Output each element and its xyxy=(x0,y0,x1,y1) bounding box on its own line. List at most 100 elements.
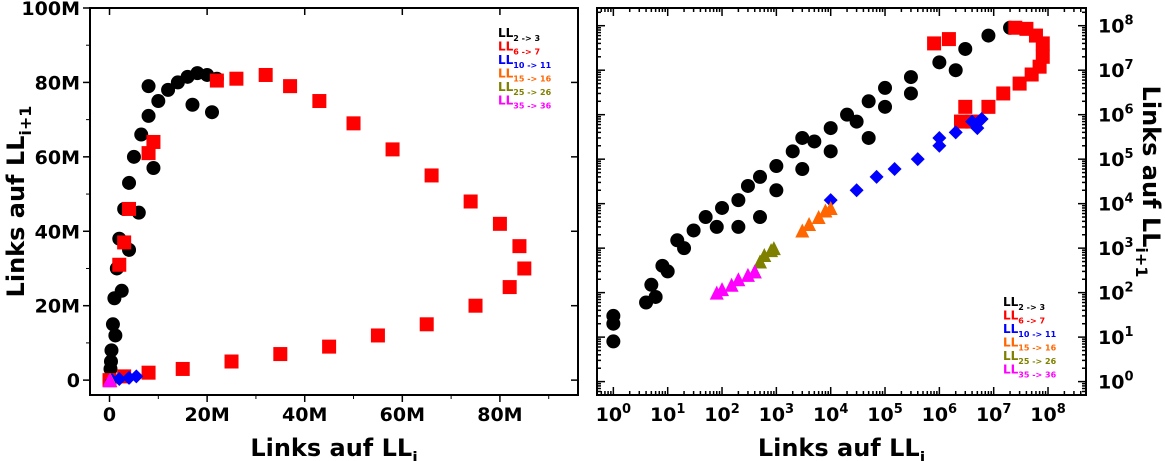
y-tick-label: 100M xyxy=(21,0,80,20)
data-point xyxy=(273,347,288,362)
x-tick-label: 103 xyxy=(759,402,795,426)
legend-entry-5-sub: 25 -> 26 xyxy=(1018,357,1056,366)
data-point xyxy=(757,248,772,263)
data-point xyxy=(981,99,996,114)
y-tick-label: 100 xyxy=(1098,370,1134,394)
legend-entry-2-sub: 6 -> 7 xyxy=(513,48,540,57)
legend-entry-1-main: LL xyxy=(498,26,514,40)
y-tick-exponent: 5 xyxy=(1124,147,1133,162)
data-point xyxy=(129,369,144,384)
y-tick-label: 104 xyxy=(1098,192,1134,216)
y-tick-base: 10 xyxy=(1098,149,1124,171)
y-tick-base: 10 xyxy=(1098,238,1124,260)
x-tick-label: 105 xyxy=(867,402,903,426)
data-point xyxy=(927,36,942,51)
plot-frame xyxy=(89,7,579,396)
data-point xyxy=(424,168,439,183)
y-tick-exponent: 6 xyxy=(1124,103,1133,118)
data-point xyxy=(122,201,137,216)
x-tick-label: 106 xyxy=(922,402,958,426)
y-tick-base: 10 xyxy=(1098,16,1124,38)
y-tick-label: 80M xyxy=(35,72,80,94)
x-tick-label-main: 10 xyxy=(759,404,785,426)
data-point xyxy=(849,183,864,198)
y-tick-exponent: 3 xyxy=(1124,236,1133,251)
data-point xyxy=(948,63,963,78)
data-point xyxy=(492,216,507,231)
y-tick-base: 10 xyxy=(1098,327,1124,349)
legend-entry-1-sub: 2 -> 3 xyxy=(1018,303,1045,312)
data-point xyxy=(715,282,730,297)
y-tick-exponent: 0 xyxy=(1124,370,1133,385)
x-tick-label: 101 xyxy=(650,402,686,426)
y-axis-label-main: Links auf LL xyxy=(1137,86,1165,248)
data-point xyxy=(606,334,621,349)
chart-2: 100 101 102 103 104 105 106 107 1081001011021031… xyxy=(596,7,1165,461)
data-point xyxy=(463,194,478,209)
x-tick-exponent: 4 xyxy=(839,402,848,417)
data-point xyxy=(209,73,224,88)
y-axis-label-sub: i+1 xyxy=(16,106,35,136)
y-tick-base: 10 xyxy=(1098,194,1124,216)
legend-entry-3-main: LL xyxy=(498,53,514,67)
legend-entry-2: LL6 -> 7 xyxy=(498,40,540,57)
x-tick-label-main: 10 xyxy=(650,404,676,426)
x-tick-exponent: 2 xyxy=(731,402,740,417)
data-point xyxy=(103,354,118,369)
x-tick-label: 0 xyxy=(103,404,116,426)
x-axis-label: Links auf LLi xyxy=(250,434,417,461)
y-tick-base: 10 xyxy=(1098,283,1124,305)
y-tick-base: 10 xyxy=(1098,105,1124,127)
legend-entry-4: LL15 -> 16 xyxy=(1003,336,1057,353)
legend-entry-4-main: LL xyxy=(498,67,514,81)
y-tick-label: 108 xyxy=(1098,14,1134,38)
data-point xyxy=(766,241,781,256)
data-point xyxy=(932,55,947,70)
series-1-2-3 xyxy=(606,20,1018,349)
y-axis-label-sub: i+1 xyxy=(1132,247,1151,277)
series-4-15-16 xyxy=(795,200,838,238)
legend-entry-2-main: LL xyxy=(1003,309,1019,323)
x-tick-label: 107 xyxy=(976,402,1012,426)
legend-entry-6-sub: 35 -> 36 xyxy=(513,102,551,111)
y-tick-exponent: 7 xyxy=(1124,58,1133,73)
y-tick-label: 105 xyxy=(1098,147,1134,171)
data-point xyxy=(747,264,762,279)
data-point xyxy=(953,114,968,129)
legend-entry-2-main: LL xyxy=(498,40,514,54)
data-point xyxy=(103,373,118,388)
x-tick-exponent: 5 xyxy=(894,402,903,417)
data-point xyxy=(823,121,838,136)
x-axis-label-main: Links auf LL xyxy=(250,434,412,461)
y-axis-label: Links auf LLi+1 xyxy=(1132,86,1165,278)
data-point xyxy=(151,94,166,109)
x-tick-label: 20M xyxy=(184,404,229,426)
data-point xyxy=(715,200,730,215)
chart-1: 0 20M 40M 60M 80M 0 20M 40M 60M 80M 100M Links auf … xyxy=(2,0,579,461)
legend-entry-5-main: LL xyxy=(1003,349,1019,363)
data-point xyxy=(795,223,810,238)
data-point xyxy=(648,289,663,304)
data-point xyxy=(823,193,838,208)
data-point xyxy=(823,144,838,159)
data-point xyxy=(141,108,156,123)
data-point xyxy=(970,121,985,136)
data-point xyxy=(122,175,137,190)
legend-entry-5-sub: 25 -> 26 xyxy=(513,88,551,97)
y-tick-label: 106 xyxy=(1098,103,1134,127)
data-point xyxy=(878,99,893,114)
y-tick-base: 10 xyxy=(1098,60,1124,82)
y-tick-exponent: 8 xyxy=(1124,14,1133,29)
data-point xyxy=(807,134,822,149)
legend-entry-3-main: LL xyxy=(1003,322,1019,336)
data-point xyxy=(141,365,156,380)
data-point xyxy=(146,134,161,149)
data-point xyxy=(126,149,141,164)
data-point xyxy=(802,216,817,231)
data-point xyxy=(903,70,918,85)
y-tick-label: 0 xyxy=(67,370,80,392)
data-point xyxy=(698,210,713,225)
data-point xyxy=(861,94,876,109)
x-tick-label-main: 10 xyxy=(813,404,839,426)
x-axis-label: Links auf LLi xyxy=(758,434,925,461)
